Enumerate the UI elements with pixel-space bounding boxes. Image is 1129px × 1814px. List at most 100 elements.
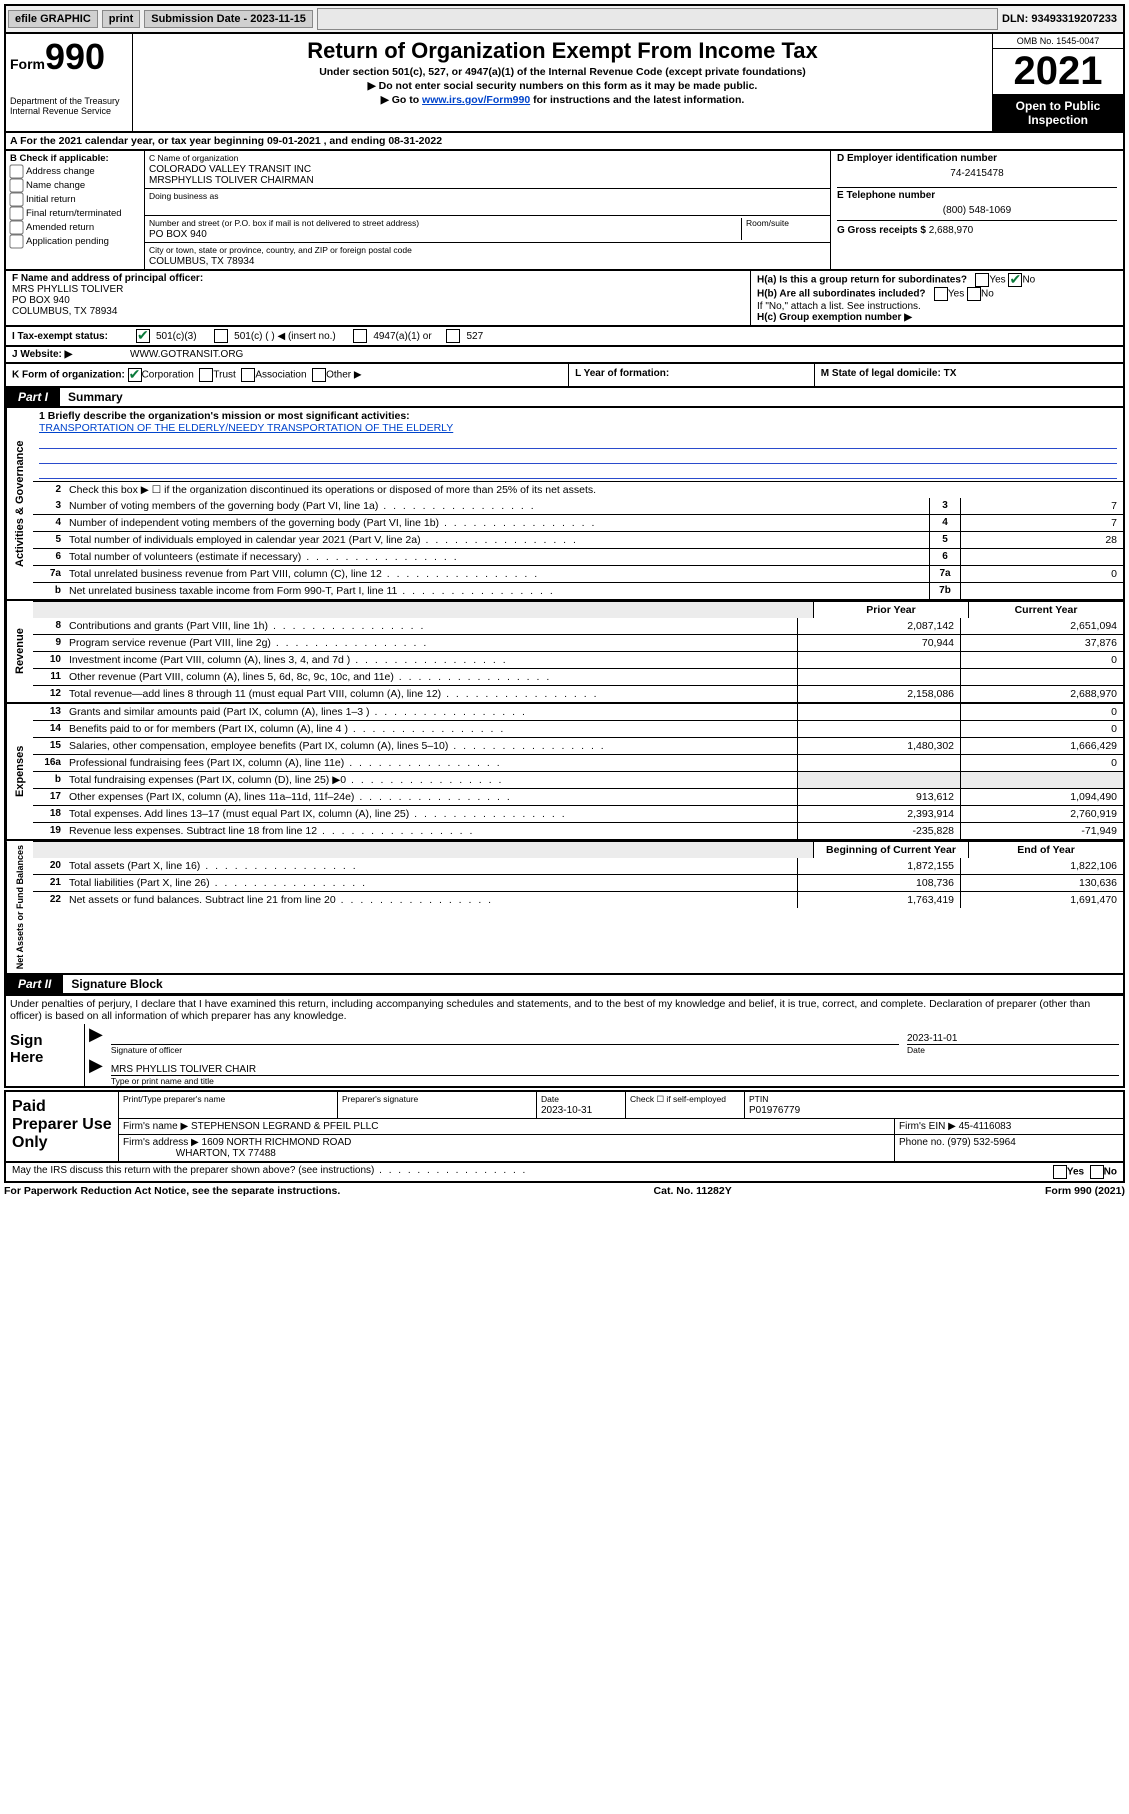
tax-year: 2021	[993, 49, 1123, 95]
summary-row: 17Other expenses (Part IX, column (A), l…	[33, 788, 1123, 805]
discuss-no-checkbox[interactable]	[1090, 1165, 1104, 1179]
activities-governance: Activities & Governance 1 Briefly descri…	[4, 408, 1125, 601]
cb-501c[interactable]	[214, 329, 228, 343]
website-value: WWW.GOTRANSIT.ORG	[130, 349, 243, 360]
officer-name-caption: Type or print name and title	[107, 1076, 1123, 1086]
irs-link[interactable]: www.irs.gov/Form990	[422, 94, 530, 106]
open-inspection: Open to Public Inspection	[993, 95, 1123, 131]
year-formation-label: L Year of formation:	[575, 368, 669, 379]
cb-initial-return[interactable]: Initial return	[10, 193, 140, 206]
note-link: ▶ Go to www.irs.gov/Form990 for instruct…	[139, 94, 986, 106]
summary-row: 9Program service revenue (Part VIII, lin…	[33, 634, 1123, 651]
summary-row: 11Other revenue (Part VIII, column (A), …	[33, 668, 1123, 685]
cb-4947[interactable]	[353, 329, 367, 343]
summary-row: 16aProfessional fundraising fees (Part I…	[33, 754, 1123, 771]
discuss-row: May the IRS discuss this return with the…	[4, 1163, 1125, 1183]
identity-section: B Check if applicable: Address change Na…	[4, 151, 1125, 271]
summary-row: 22Net assets or fund balances. Subtract …	[33, 891, 1123, 908]
box-b: B Check if applicable: Address change Na…	[6, 151, 145, 269]
page-footer: For Paperwork Reduction Act Notice, see …	[4, 1183, 1125, 1199]
vtab-activities: Activities & Governance	[6, 408, 33, 599]
city-value: COLUMBUS, TX 78934	[149, 256, 254, 267]
cb-address-change[interactable]: Address change	[10, 165, 140, 178]
cb-corporation[interactable]	[128, 368, 142, 382]
hb-no-checkbox[interactable]	[967, 287, 981, 301]
cb-trust[interactable]	[199, 368, 213, 382]
hb-yes-checkbox[interactable]	[934, 287, 948, 301]
summary-row: 5Total number of individuals employed in…	[33, 531, 1123, 548]
tax-period: A For the 2021 calendar year, or tax yea…	[4, 133, 1125, 151]
revenue-section: Revenue Prior Year Current Year 8Contrib…	[4, 601, 1125, 704]
cb-final-return[interactable]: Final return/terminated	[10, 207, 140, 220]
paid-preparer-label: Paid Preparer Use Only	[6, 1092, 119, 1161]
ha-label: H(a) Is this a group return for subordin…	[757, 275, 967, 286]
form-id-block: Form990 Department of the Treasury Inter…	[6, 34, 133, 131]
summary-row: 18Total expenses. Add lines 13–17 (must …	[33, 805, 1123, 822]
summary-row: bNet unrelated business taxable income f…	[33, 582, 1123, 599]
line-2-text: Check this box ▶ ☐ if the organization d…	[65, 482, 1123, 498]
firm-phone: (979) 532-5964	[947, 1137, 1015, 1148]
hdr-prior-year: Prior Year	[813, 602, 968, 618]
summary-row: 15Salaries, other compensation, employee…	[33, 737, 1123, 754]
efile-graphic-label: efile GRAPHIC	[8, 10, 98, 28]
discuss-yes-checkbox[interactable]	[1053, 1165, 1067, 1179]
cb-application-pending[interactable]: Application pending	[10, 235, 140, 248]
phone-label: E Telephone number	[837, 190, 935, 201]
website-label: J Website: ▶	[12, 349, 130, 360]
h-note: If "No," attach a list. See instructions…	[757, 301, 1117, 312]
arrow-icon: ▶	[85, 1024, 107, 1055]
box-h: H(a) Is this a group return for subordin…	[751, 271, 1123, 325]
officer-printed-name: MRS PHYLLIS TOLIVER CHAIR	[111, 1064, 256, 1075]
omb-number: OMB No. 1545-0047	[993, 34, 1123, 49]
ha-no-checkbox[interactable]	[1008, 273, 1022, 287]
cb-name-change[interactable]: Name change	[10, 179, 140, 192]
vtab-revenue: Revenue	[6, 601, 33, 702]
officer-signature-caption: Signature of officer	[107, 1045, 903, 1055]
declaration-text: Under penalties of perjury, I declare th…	[6, 995, 1123, 1024]
row-klm: K Form of organization: Corporation Trus…	[4, 364, 1125, 388]
summary-row: 4Number of independent voting members of…	[33, 514, 1123, 531]
cb-amended-return[interactable]: Amended return	[10, 221, 140, 234]
firm-addr-label: Firm's address ▶	[123, 1137, 199, 1148]
firm-addr2: WHARTON, TX 77488	[176, 1148, 276, 1159]
form-number: 990	[45, 36, 105, 77]
preparer-date-label: Date	[541, 1094, 559, 1104]
cb-association[interactable]	[241, 368, 255, 382]
sign-date-caption: Date	[903, 1045, 1123, 1055]
officer-name: MRS PHYLLIS TOLIVER	[12, 284, 123, 295]
city-label: City or town, state or province, country…	[149, 245, 412, 255]
cb-527[interactable]	[446, 329, 460, 343]
mission-text[interactable]: TRANSPORTATION OF THE ELDERLY/NEEDY TRAN…	[39, 422, 453, 434]
print-button[interactable]: print	[102, 10, 140, 28]
cb-501c3[interactable]	[136, 329, 150, 343]
summary-row: 13Grants and similar amounts paid (Part …	[33, 704, 1123, 720]
summary-row: 19Revenue less expenses. Subtract line 1…	[33, 822, 1123, 839]
cb-other[interactable]	[312, 368, 326, 382]
firm-ein: 45-4116083	[959, 1121, 1012, 1132]
officer-signature-line[interactable]	[111, 1024, 899, 1045]
vtab-expenses: Expenses	[6, 704, 33, 839]
hdr-begin-year: Beginning of Current Year	[813, 842, 968, 858]
efile-topbar: efile GRAPHIC print Submission Date - 20…	[4, 4, 1125, 34]
form-header: Form990 Department of the Treasury Inter…	[4, 34, 1125, 133]
ein-value: 74-2415478	[837, 164, 1117, 187]
officer-addr1: PO BOX 940	[12, 295, 70, 306]
street-value: PO BOX 940	[149, 229, 207, 240]
fh-section: F Name and address of principal officer:…	[4, 271, 1125, 327]
sign-here-label: Sign Here	[6, 1024, 84, 1086]
firm-addr1: 1609 NORTH RICHMOND ROAD	[202, 1137, 352, 1148]
part-ii-header: Part II Signature Block	[4, 975, 1125, 995]
part-ii-title: Signature Block	[63, 975, 170, 993]
summary-row: 8Contributions and grants (Part VIII, li…	[33, 618, 1123, 634]
expenses-section: Expenses 13Grants and similar amounts pa…	[4, 704, 1125, 841]
self-employed-label: Check ☐ if self-employed	[630, 1094, 726, 1104]
street-label: Number and street (or P.O. box if mail i…	[149, 218, 419, 228]
part-ii-tag: Part II	[6, 975, 63, 993]
part-i-title: Summary	[60, 388, 131, 406]
ha-yes-checkbox[interactable]	[975, 273, 989, 287]
hb-label: H(b) Are all subordinates included?	[757, 289, 926, 300]
ptin-label: PTIN	[749, 1094, 768, 1104]
form-title: Return of Organization Exempt From Incom…	[139, 38, 986, 64]
form-prefix: Form	[10, 56, 45, 72]
arrow-icon: ▶	[85, 1055, 107, 1086]
